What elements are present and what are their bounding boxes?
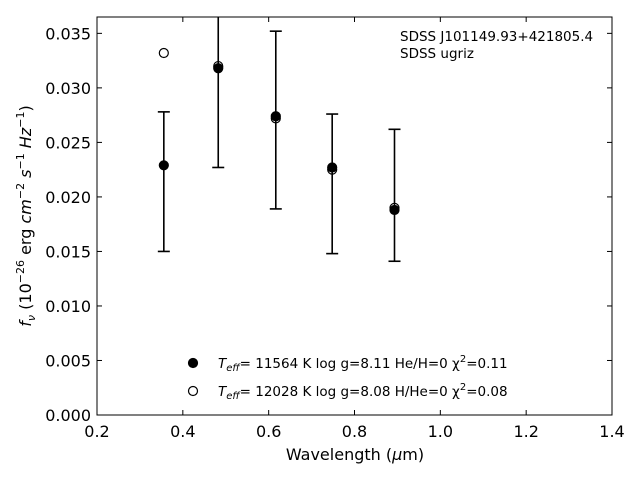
y-tick-label: 0.020 <box>45 188 91 207</box>
x-tick-label: 0.6 <box>256 422 281 441</box>
legend: Teff= 11564 K log g=8.11 He/H=0 χ2=0.11 … <box>187 354 508 402</box>
y-tick-label: 0.005 <box>45 351 91 370</box>
x-tick-label: 0.4 <box>170 422 195 441</box>
legend-label-model-1: Teff= 11564 K log g=8.11 He/H=0 χ2=0.11 <box>218 354 508 374</box>
filled-marker <box>158 160 169 171</box>
x-tick-label: 0.2 <box>84 422 109 441</box>
legend-label-model-2: Teff= 12028 K log g=8.08 H/He=0 χ2=0.08 <box>218 382 508 402</box>
filters-annotation: SDSS ugriz <box>400 46 474 62</box>
open-marker <box>389 202 400 213</box>
legend-1-chi-superscript: 2 <box>460 354 466 365</box>
y-axis-label: fν (10−26 erg cm−2 s−1 Hz−1) <box>14 105 38 326</box>
ticks-layer: 0.2 0.4 0.6 0.8 1.0 1.2 1.4 0.000 0.005 0.010 0.01… <box>45 17 625 441</box>
y-tick-label: 0.010 <box>45 297 91 316</box>
y-tick-label: 0.030 <box>45 79 91 98</box>
legend-1-parameters: = 11564 K log g=8.11 He/H=0 χ <box>240 356 460 372</box>
open-marker <box>270 113 281 124</box>
legend-2-chi-superscript: 2 <box>460 382 466 393</box>
x-tick-label: 1.4 <box>599 422 624 441</box>
legend-marker-filled <box>187 357 199 369</box>
x-tick-label: 1.2 <box>513 422 538 441</box>
legend-marker-open <box>187 385 199 397</box>
legend-1-teff-subscript: eff <box>226 363 241 374</box>
y-tick-label: 0.000 <box>45 406 91 425</box>
open-marker <box>327 164 338 175</box>
open-marker <box>158 47 169 59</box>
y-tick-label: 0.035 <box>45 24 91 43</box>
y-tick-label: 0.015 <box>45 242 91 261</box>
x-tick-label: 1.0 <box>428 422 453 441</box>
y-tick-label: 0.025 <box>45 133 91 152</box>
object-name-annotation: SDSS J101149.93+421805.4 <box>400 29 593 45</box>
open-marker <box>213 60 224 72</box>
legend-2-chi-value: =0.08 <box>466 384 507 400</box>
legend-2-parameters: = 12028 K log g=8.08 H/He=0 χ <box>240 384 460 400</box>
legend-1-chi-value: =0.11 <box>466 356 507 372</box>
x-tick-label: 0.8 <box>342 422 367 441</box>
data-layer <box>157 17 401 263</box>
legend-2-teff-subscript: eff <box>226 391 241 402</box>
x-axis-label: Wavelength (μm) <box>286 445 424 464</box>
